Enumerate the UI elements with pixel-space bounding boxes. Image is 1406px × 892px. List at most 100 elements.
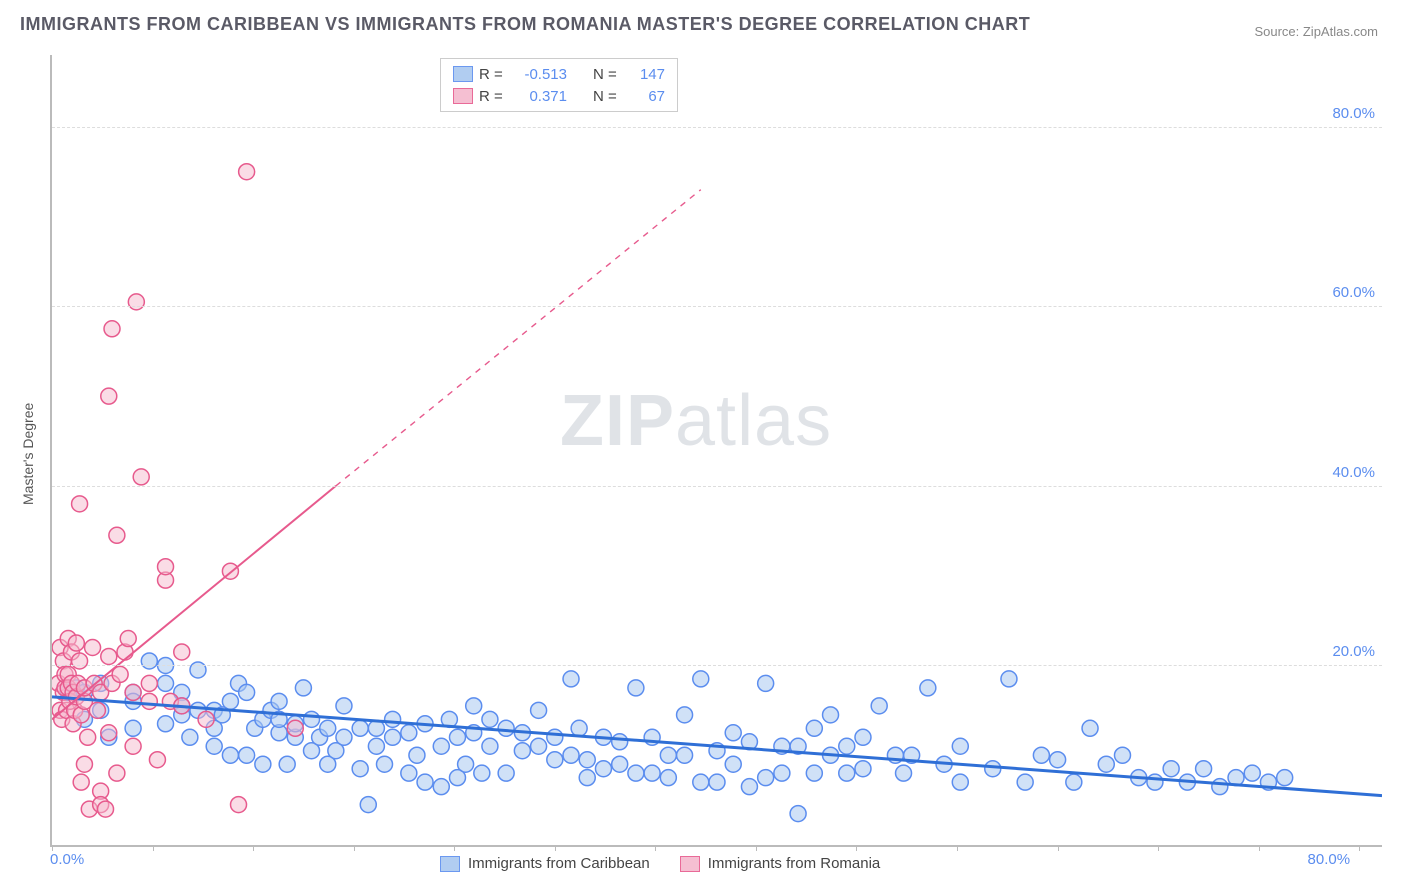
scatter-point <box>741 734 757 750</box>
scatter-point <box>158 572 174 588</box>
scatter-point <box>93 702 109 718</box>
scatter-point <box>287 720 303 736</box>
scatter-point <box>790 738 806 754</box>
scatter-point <box>920 680 936 696</box>
scatter-point <box>1131 770 1147 786</box>
scatter-point <box>54 711 70 727</box>
scatter-point <box>101 725 117 741</box>
scatter-point <box>158 675 174 691</box>
scatter-point <box>660 747 676 763</box>
scatter-point <box>222 747 238 763</box>
legend-label: Immigrants from Romania <box>708 855 881 872</box>
scatter-point <box>320 756 336 772</box>
scatter-point <box>725 725 741 741</box>
scatter-point <box>904 747 920 763</box>
legend-swatch <box>680 856 700 872</box>
scatter-point <box>125 720 141 736</box>
scatter-point <box>1147 774 1163 790</box>
x-tick <box>354 845 355 851</box>
y-tick-label: 40.0% <box>1320 464 1375 481</box>
scatter-point <box>741 779 757 795</box>
scatter-point <box>855 761 871 777</box>
scatter-point <box>320 720 336 736</box>
scatter-point <box>352 720 368 736</box>
grid-line <box>52 306 1382 307</box>
x-tick <box>957 845 958 851</box>
legend-row: R =0.371N =67 <box>453 85 665 107</box>
scatter-point <box>93 684 109 700</box>
scatter-point <box>76 756 92 772</box>
scatter-point <box>466 725 482 741</box>
plot-area <box>50 55 1382 847</box>
scatter-point <box>482 711 498 727</box>
scatter-overlay <box>52 55 1382 845</box>
scatter-point <box>368 720 384 736</box>
scatter-point <box>85 640 101 656</box>
scatter-point <box>206 720 222 736</box>
x-tick <box>1158 845 1159 851</box>
scatter-point <box>401 765 417 781</box>
scatter-point <box>677 707 693 723</box>
scatter-point <box>855 729 871 745</box>
scatter-point <box>128 294 144 310</box>
scatter-point <box>644 765 660 781</box>
scatter-point <box>158 716 174 732</box>
legend-series: Immigrants from Caribbean Immigrants from… <box>440 855 880 872</box>
scatter-point <box>239 747 255 763</box>
legend-r-value: 0.371 <box>517 88 567 105</box>
scatter-point <box>76 693 92 709</box>
grid-line <box>52 665 1382 666</box>
scatter-point <box>595 729 611 745</box>
scatter-point <box>231 675 247 691</box>
scatter-point <box>823 707 839 723</box>
scatter-point <box>693 774 709 790</box>
scatter-point <box>304 743 320 759</box>
scatter-point <box>417 716 433 732</box>
scatter-point <box>206 738 222 754</box>
scatter-point <box>60 631 76 647</box>
y-tick-label: 60.0% <box>1320 284 1375 301</box>
scatter-point <box>1114 747 1130 763</box>
scatter-point <box>531 738 547 754</box>
scatter-point <box>295 680 311 696</box>
scatter-point <box>563 747 579 763</box>
legend-row: R =-0.513N =147 <box>453 63 665 85</box>
scatter-point <box>433 779 449 795</box>
scatter-point <box>896 765 912 781</box>
scatter-point <box>198 711 214 727</box>
scatter-point <box>1244 765 1260 781</box>
legend-r-label: R = <box>479 66 511 83</box>
scatter-point <box>125 684 141 700</box>
scatter-point <box>360 797 376 813</box>
scatter-point <box>65 684 81 700</box>
scatter-point <box>271 711 287 727</box>
y-tick-label: 20.0% <box>1320 643 1375 660</box>
scatter-point <box>125 738 141 754</box>
scatter-point <box>1082 720 1098 736</box>
x-tick <box>655 845 656 851</box>
scatter-point <box>563 671 579 687</box>
legend-item: Immigrants from Romania <box>680 855 881 872</box>
scatter-point <box>190 702 206 718</box>
scatter-point <box>571 720 587 736</box>
scatter-point <box>81 801 97 817</box>
scatter-point <box>1033 747 1049 763</box>
scatter-point <box>76 711 92 727</box>
scatter-point <box>255 756 271 772</box>
scatter-point <box>952 774 968 790</box>
scatter-point <box>312 729 328 745</box>
scatter-point <box>52 640 68 656</box>
scatter-point <box>52 675 66 691</box>
x-tick <box>555 845 556 851</box>
scatter-point <box>141 653 157 669</box>
scatter-point <box>101 729 117 745</box>
scatter-point <box>1196 761 1212 777</box>
scatter-point <box>936 756 952 772</box>
scatter-point <box>547 729 563 745</box>
x-tick <box>856 845 857 851</box>
legend-item: Immigrants from Caribbean <box>440 855 650 872</box>
scatter-point <box>628 765 644 781</box>
scatter-point <box>498 720 514 736</box>
scatter-point <box>482 738 498 754</box>
scatter-point <box>174 644 190 660</box>
